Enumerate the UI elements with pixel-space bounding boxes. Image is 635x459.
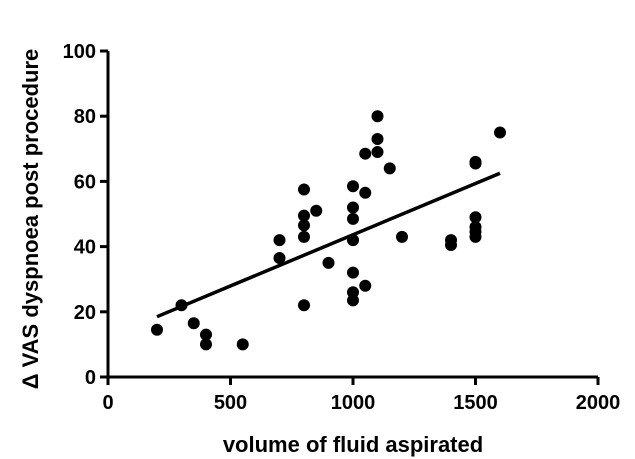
y-tick-label: 60 (74, 171, 96, 193)
y-axis-title: Δ VAS dyspnoea post procedure (18, 49, 43, 390)
y-ticks: 0 20 40 60 80 100 (63, 41, 108, 389)
data-point (236, 338, 249, 351)
data-point (359, 147, 372, 160)
data-point (298, 230, 310, 243)
x-axis-title: volume of fluid aspirated (223, 432, 483, 457)
data-point (347, 294, 359, 307)
data-point (273, 234, 286, 247)
data-point (347, 212, 359, 225)
data-point (494, 126, 506, 139)
data-point (298, 299, 310, 312)
x-tick-label: 2000 (576, 392, 621, 414)
x-ticks: 0 500 1000 1500 2000 (102, 377, 620, 414)
data-point (298, 219, 310, 232)
y-tick-label: 80 (74, 106, 96, 128)
data-point (310, 204, 323, 217)
data-point (298, 209, 310, 222)
data-point (298, 183, 310, 196)
data-point (359, 186, 372, 199)
y-tick-label: 20 (74, 302, 96, 324)
data-point (200, 338, 212, 351)
x-tick-label: 0 (102, 392, 113, 414)
y-tick-label: 0 (85, 367, 96, 389)
data-point (347, 180, 359, 193)
data-point (396, 230, 408, 243)
data-point (347, 201, 359, 214)
data-point (371, 110, 384, 123)
data-point (200, 328, 212, 341)
data-point (187, 317, 200, 330)
x-tick-label: 1500 (453, 392, 498, 414)
data-points (151, 110, 506, 351)
y-tick-label: 40 (74, 237, 96, 259)
data-point (359, 279, 372, 292)
regression-line (156, 171, 501, 319)
data-point (347, 266, 359, 279)
data-point (383, 162, 396, 175)
x-tick-label: 500 (214, 392, 247, 414)
fit-group (156, 171, 501, 319)
data-point (151, 323, 163, 336)
data-point (371, 146, 384, 159)
data-point (469, 230, 482, 243)
data-point (469, 211, 482, 224)
data-point (273, 252, 286, 265)
data-point (371, 133, 384, 146)
y-tick-label: 100 (63, 41, 96, 63)
data-point (469, 157, 482, 170)
data-point (445, 238, 457, 251)
x-tick-label: 1000 (331, 392, 376, 414)
data-point (322, 256, 335, 269)
